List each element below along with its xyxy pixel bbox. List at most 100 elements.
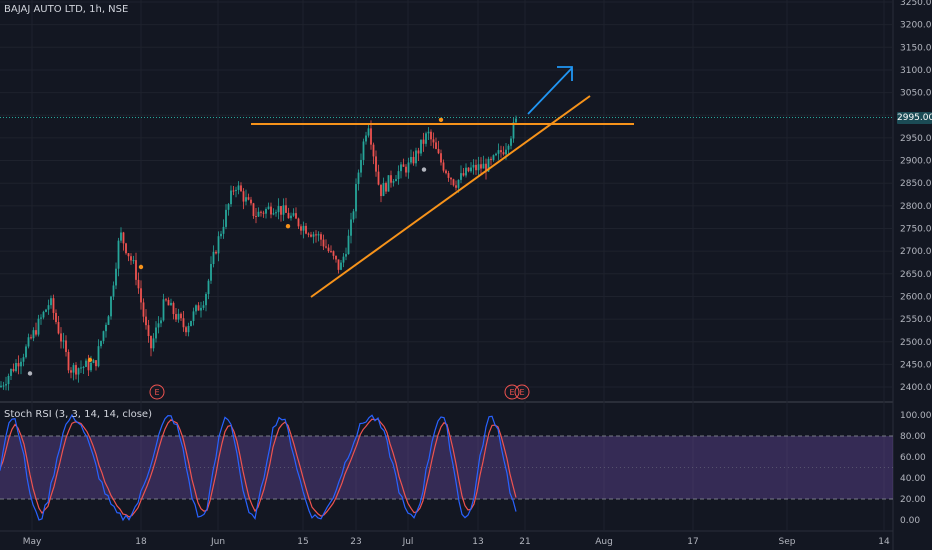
candle-body — [35, 330, 37, 335]
time-axis-label: Jul — [402, 537, 414, 547]
price-axis-label: 2450.00 — [900, 360, 932, 370]
time-axis-label: 14 — [878, 537, 890, 547]
candle-body — [62, 340, 65, 342]
candle-body — [390, 175, 392, 183]
candle-body — [420, 139, 422, 154]
earnings-marker-label: E — [509, 388, 514, 397]
candle-body — [382, 183, 385, 197]
candle-body — [385, 183, 387, 192]
candle-body — [500, 150, 502, 153]
candle-body — [270, 206, 272, 215]
candle-body — [285, 205, 287, 213]
candle-body — [282, 205, 285, 215]
candle-body — [207, 280, 210, 295]
candle-body — [295, 213, 297, 219]
candle-body — [242, 191, 245, 202]
candle-body — [375, 156, 377, 172]
stoch-rsi-k-line — [0, 413, 517, 522]
earnings-marker-label: E — [154, 388, 159, 397]
candle-body — [125, 243, 127, 254]
candle-body — [42, 311, 45, 318]
stoch-rsi-axis-label: 40.00 — [900, 474, 926, 484]
candle-body — [392, 181, 395, 183]
candle-body — [515, 118, 517, 123]
stoch-rsi-title: Stoch RSI (3, 3, 14, 14, close) — [4, 409, 152, 420]
candle-body — [165, 299, 167, 301]
candle-body — [12, 368, 15, 372]
candle-body — [275, 212, 277, 214]
candle-body — [265, 208, 267, 214]
candle-body — [150, 335, 152, 349]
earnings-marker — [149, 384, 165, 400]
price-axis-label: 3050.00 — [900, 89, 932, 99]
candle-body — [52, 298, 55, 313]
candle-body — [37, 318, 40, 335]
candle-body — [442, 162, 445, 171]
candle-body — [485, 163, 487, 172]
candle-body — [402, 164, 405, 167]
candle-body — [117, 240, 120, 269]
candle-body — [410, 156, 412, 163]
candle-body — [507, 145, 510, 150]
event-dot — [421, 167, 427, 172]
candle-body — [440, 153, 442, 163]
stoch-rsi-axis-label: 80.00 — [900, 432, 926, 442]
candle-body — [110, 296, 112, 317]
candle-body — [232, 190, 235, 192]
time-axis-label: 18 — [135, 537, 147, 547]
candle-body — [262, 212, 265, 214]
stoch-rsi-axis-label: 100.00 — [900, 411, 932, 421]
ascending-trend-line — [310, 95, 591, 298]
candle-body — [342, 256, 345, 263]
candle-body — [95, 360, 97, 367]
candle-body — [417, 150, 420, 154]
candle-body — [70, 370, 72, 373]
candle-body — [317, 234, 320, 236]
candle-body — [462, 173, 465, 176]
candle-body — [135, 260, 137, 280]
candle-body — [297, 218, 300, 227]
candle-body — [360, 159, 362, 173]
candle-body — [102, 331, 105, 341]
candle-body — [260, 211, 262, 213]
candle-body — [75, 365, 77, 375]
candle-body — [435, 142, 437, 149]
candle-body — [312, 234, 315, 237]
candle-body — [200, 307, 202, 311]
candle-body — [245, 197, 247, 202]
candle-body — [222, 226, 225, 234]
candle-body — [20, 361, 22, 367]
candle-body — [325, 246, 327, 248]
last-price-tag: 2995.00 — [897, 112, 932, 124]
candle-body — [160, 320, 162, 324]
candle-body — [182, 318, 185, 328]
event-dot — [138, 264, 144, 270]
candle-body — [455, 185, 457, 188]
candle-body — [97, 346, 100, 367]
candle-body — [32, 330, 35, 339]
time-axis-label: Aug — [595, 537, 613, 547]
candle-body — [10, 368, 12, 376]
candle-body — [467, 167, 470, 172]
candle-body — [302, 225, 305, 231]
candle-body — [105, 324, 107, 332]
candle-body — [512, 122, 515, 139]
candle-body — [237, 185, 240, 190]
candle-body — [122, 232, 125, 244]
candle-body — [60, 333, 62, 342]
candle-body — [147, 325, 150, 336]
price-axis-label: 2800.00 — [900, 202, 932, 212]
candle-body — [492, 155, 495, 160]
candle-body — [330, 251, 332, 253]
candle-body — [205, 294, 207, 306]
candle-body — [310, 234, 312, 237]
candle-body — [322, 239, 325, 247]
price-axis-label: 2550.00 — [900, 315, 932, 325]
candle-body — [290, 215, 292, 219]
candle-body — [15, 363, 17, 372]
candle-body — [505, 149, 507, 155]
candle-body — [17, 363, 20, 367]
event-dot — [87, 357, 93, 363]
price-axis-label: 2750.00 — [900, 225, 932, 235]
